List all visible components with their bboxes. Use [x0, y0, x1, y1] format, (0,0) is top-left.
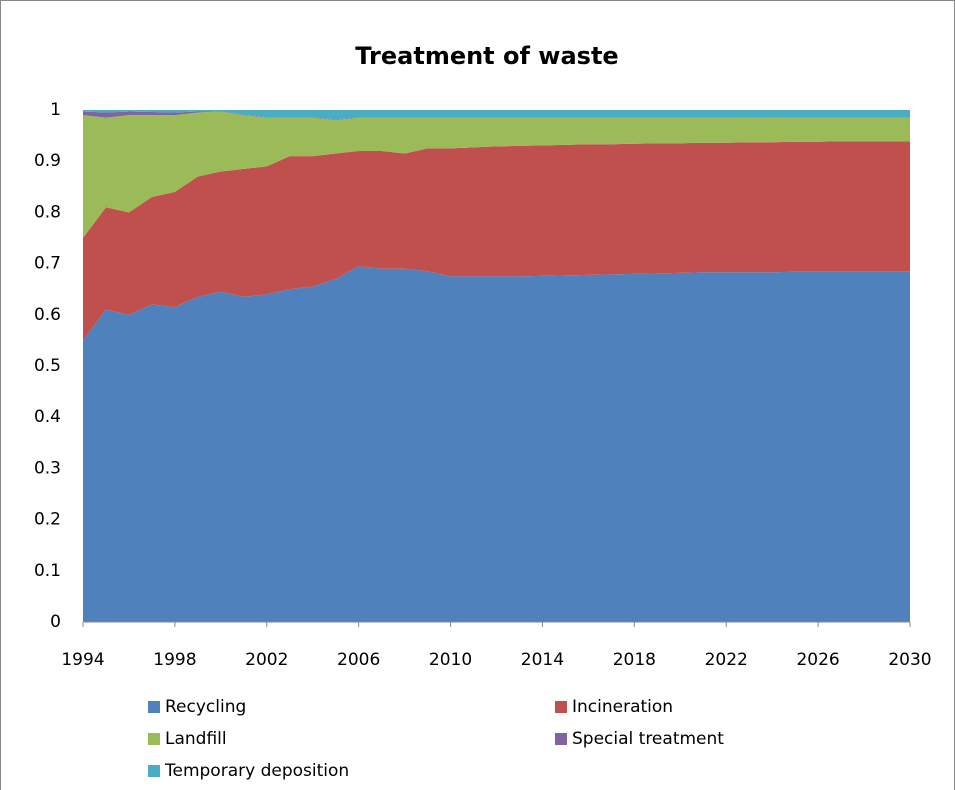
y-tick-label: 0	[50, 612, 61, 632]
x-tick-label: 2026	[796, 650, 839, 670]
legend-swatch	[148, 733, 160, 745]
y-tick-label: 0.4	[34, 407, 61, 427]
legend-label: Recycling	[165, 697, 246, 717]
legend-swatch	[555, 701, 567, 713]
legend-label: Landfill	[165, 729, 227, 749]
x-tick-label: 2018	[613, 650, 656, 670]
x-tick-label: 2006	[337, 650, 380, 670]
x-tick-label: 2030	[888, 650, 931, 670]
legend-swatch	[555, 733, 567, 745]
y-tick-label: 0.6	[34, 305, 61, 325]
x-tick-label: 1998	[153, 650, 196, 670]
y-tick-label: 0.1	[34, 561, 61, 581]
area	[83, 110, 910, 120]
y-tick-label: 0.5	[34, 356, 61, 376]
x-tick-label: 1994	[61, 650, 104, 670]
chart-title: Treatment of waste	[355, 42, 618, 70]
y-tick-label: 0.7	[34, 254, 61, 274]
y-tick-label: 0.3	[34, 458, 61, 478]
x-tick-label: 2002	[245, 650, 288, 670]
legend-swatch	[148, 701, 160, 713]
legend-label: Special treatment	[572, 729, 724, 749]
x-tick-label: 2010	[429, 650, 472, 670]
legend-swatch	[148, 765, 160, 777]
area	[83, 111, 910, 238]
x-tick-label: 2022	[705, 650, 748, 670]
y-tick-label: 1	[50, 100, 61, 120]
y-tick-label: 0.9	[34, 151, 61, 171]
y-tick-label: 0.8	[34, 202, 61, 222]
x-tick-label: 2014	[521, 650, 564, 670]
area	[83, 141, 910, 341]
area	[83, 266, 910, 622]
legend-label: Incineration	[572, 697, 673, 717]
y-tick-label: 0.2	[34, 510, 61, 530]
legend-label: Temporary deposition	[164, 761, 349, 781]
